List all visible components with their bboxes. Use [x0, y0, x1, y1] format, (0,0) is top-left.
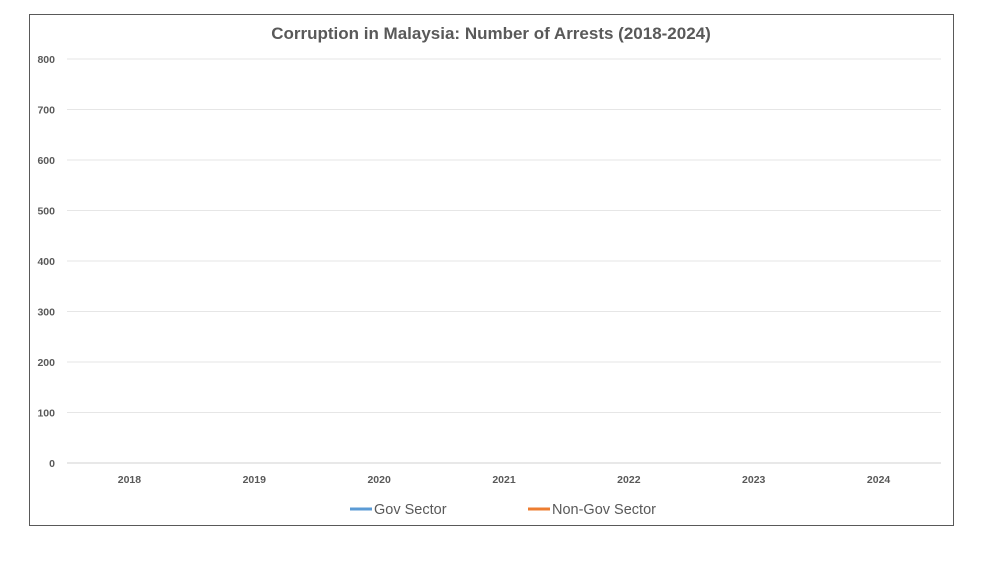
y-tick-label: 100: [37, 408, 55, 420]
chart-frame: [29, 14, 954, 526]
x-tick-label: 2022: [617, 474, 641, 486]
x-tick-label: 2023: [742, 474, 766, 486]
x-tick-label: 2018: [118, 474, 142, 486]
chart-title: Corruption in Malaysia: Number of Arrest…: [271, 24, 711, 43]
y-tick-label: 800: [37, 54, 55, 66]
legend-label: Non-Gov Sector: [552, 502, 656, 518]
legend-label: Gov Sector: [374, 502, 447, 518]
y-tick-label: 600: [37, 155, 55, 167]
y-tick-label: 300: [37, 307, 55, 319]
y-tick-label: 500: [37, 206, 55, 218]
y-tick-label: 0: [49, 458, 55, 470]
x-tick-label: 2024: [867, 474, 891, 486]
x-tick-label: 2020: [367, 474, 391, 486]
y-tick-label: 700: [37, 105, 55, 117]
x-tick-label: 2021: [492, 474, 516, 486]
y-tick-label: 200: [37, 357, 55, 369]
y-tick-label: 400: [37, 256, 55, 268]
x-tick-label: 2019: [243, 474, 267, 486]
